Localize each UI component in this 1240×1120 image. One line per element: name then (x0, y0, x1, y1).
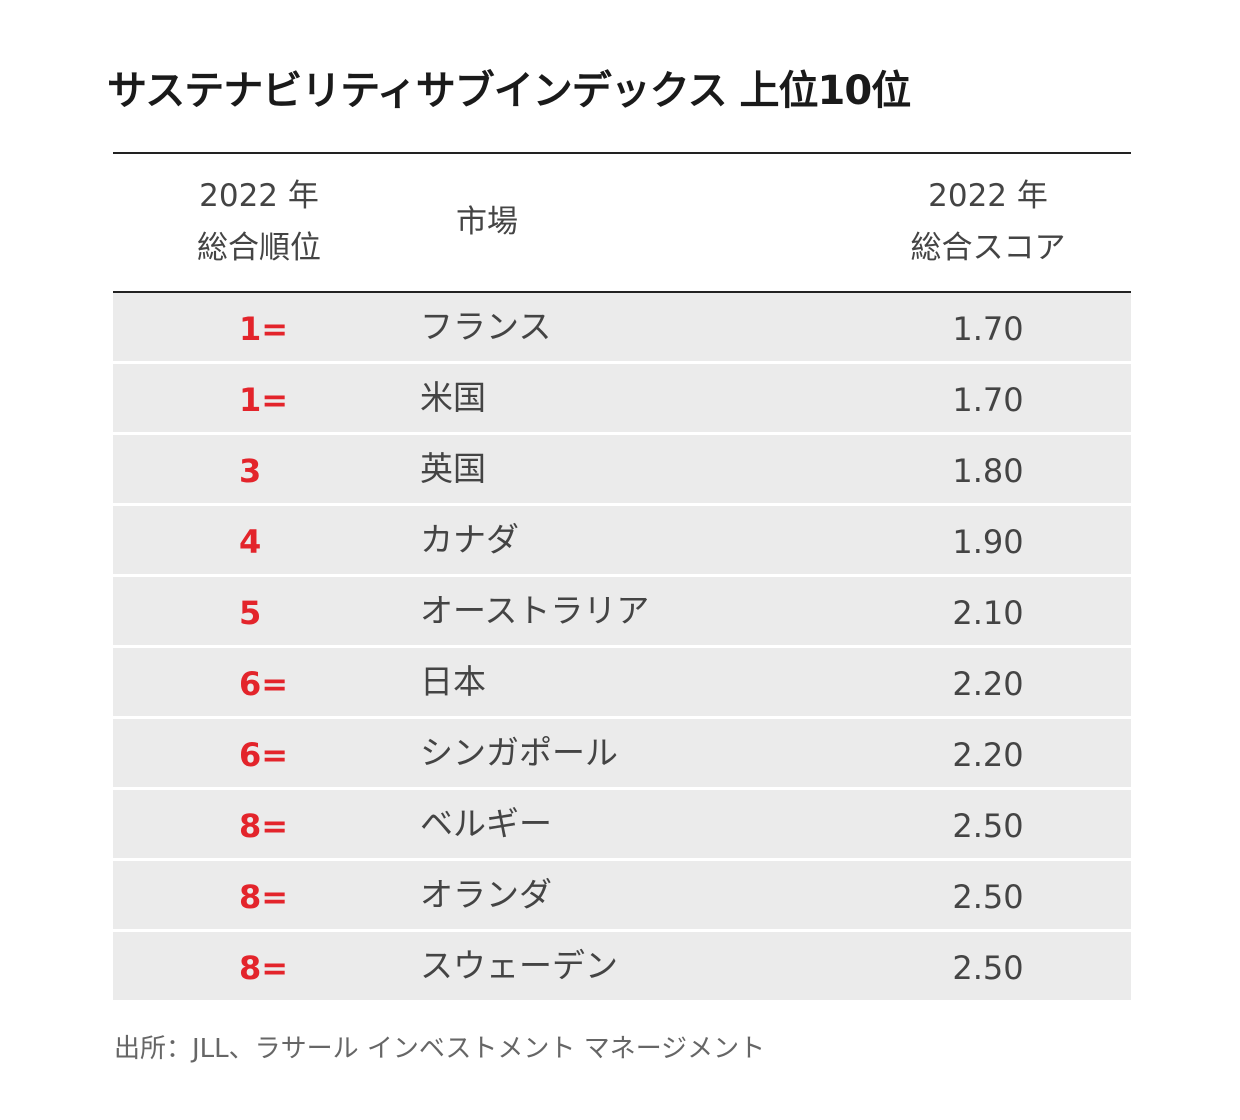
table-row: 8= オランダ 2.50 (113, 861, 1131, 929)
score-cell: 1.70 (952, 381, 1024, 419)
table-row: 8= スウェーデン 2.50 (113, 932, 1131, 1000)
market-cell: スウェーデン (420, 946, 618, 985)
table-header: 2022 年 総合順位 市場 2022 年 総合スコア (113, 154, 1131, 291)
table-row: 6= シンガポール 2.20 (113, 719, 1131, 787)
score-cell: 2.20 (952, 665, 1024, 703)
header-market-label: 市場 (456, 204, 518, 240)
market-cell: ベルギー (420, 804, 552, 843)
market-cell: オーストラリア (420, 591, 650, 630)
table-top-rule (113, 152, 1131, 154)
market-cell: フランス (420, 307, 552, 346)
header-rank: 2022 年 総合順位 (175, 170, 343, 274)
score-cell: 1.90 (952, 523, 1024, 561)
rank-cell: 5 (239, 594, 262, 632)
table-row: 5 オーストラリア 2.10 (113, 577, 1131, 645)
rank-cell: 8= (239, 878, 289, 916)
header-rank-line1: 2022 年 (199, 178, 319, 214)
market-cell: 英国 (420, 449, 486, 488)
score-cell: 2.50 (952, 878, 1024, 916)
score-cell: 2.20 (952, 736, 1024, 774)
table-row: 3 英国 1.80 (113, 435, 1131, 503)
rank-cell: 8= (239, 949, 289, 987)
table-row: 8= ベルギー 2.50 (113, 790, 1131, 858)
header-score: 2022 年 総合スコア (888, 170, 1088, 274)
header-score-line2: 総合スコア (910, 230, 1066, 266)
rank-cell: 1= (239, 381, 289, 419)
rank-cell: 8= (239, 807, 289, 845)
rank-cell: 1= (239, 310, 289, 348)
rank-cell: 6= (239, 736, 289, 774)
page-title: サステナビリティサブインデックス 上位10位 (107, 68, 911, 114)
market-cell: シンガポール (420, 733, 618, 772)
market-cell: カナダ (420, 520, 519, 559)
score-cell: 2.50 (952, 949, 1024, 987)
header-market: 市場 (417, 196, 557, 248)
table-header-rule (113, 291, 1131, 293)
rank-cell: 4 (239, 523, 262, 561)
ranking-table: 2022 年 総合順位 市場 2022 年 総合スコア 1= フランス 1.70… (113, 152, 1131, 1000)
header-score-line1: 2022 年 (928, 178, 1048, 214)
header-rank-line2: 総合順位 (197, 230, 321, 266)
market-cell: 米国 (420, 378, 486, 417)
source-note: 出所：JLL、ラサール インベストメント マネージメント (114, 1034, 766, 1064)
score-cell: 2.10 (952, 594, 1024, 632)
table-row: 1= 米国 1.70 (113, 364, 1131, 432)
market-cell: オランダ (420, 875, 552, 914)
rank-cell: 3 (239, 452, 262, 490)
score-cell: 1.70 (952, 310, 1024, 348)
score-cell: 1.80 (952, 452, 1024, 490)
rank-cell: 6= (239, 665, 289, 703)
score-cell: 2.50 (952, 807, 1024, 845)
table-row: 4 カナダ 1.90 (113, 506, 1131, 574)
table-body: 1= フランス 1.70 1= 米国 1.70 3 英国 1.80 4 カナダ … (113, 293, 1131, 1000)
table-row: 6= 日本 2.20 (113, 648, 1131, 716)
table-row: 1= フランス 1.70 (113, 293, 1131, 361)
market-cell: 日本 (420, 662, 486, 701)
